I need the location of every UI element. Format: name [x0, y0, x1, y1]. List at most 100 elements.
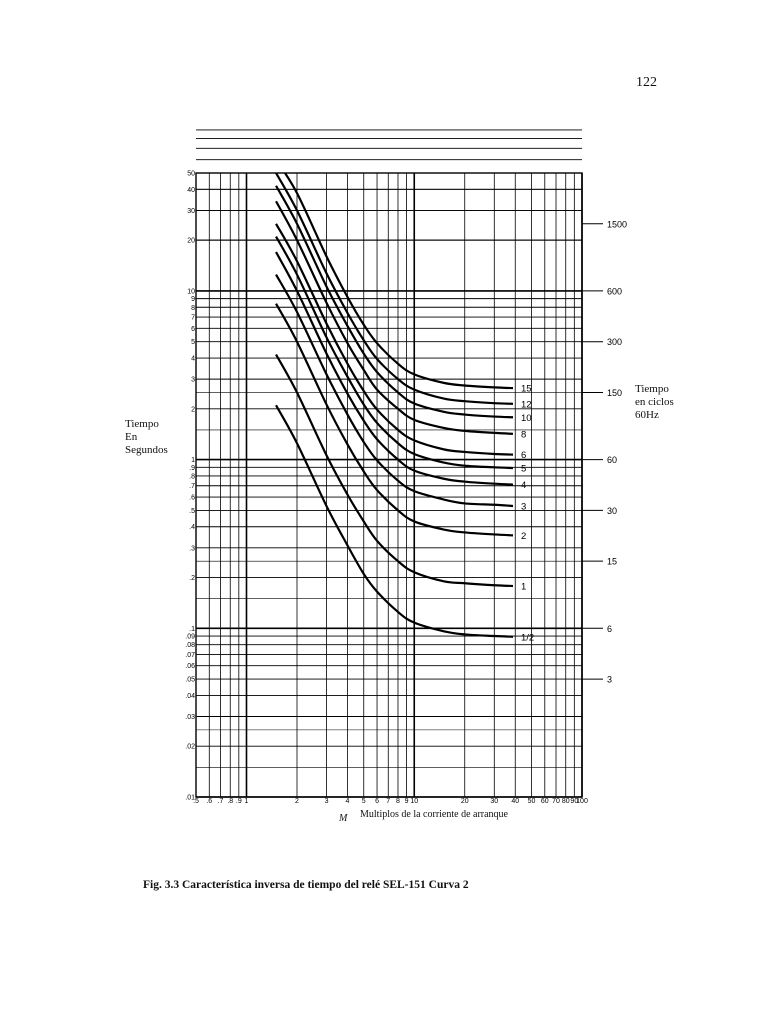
- curve-label: 1/2: [521, 632, 534, 643]
- figure-caption: Fig. 3.3 Característica inversa de tiemp…: [143, 879, 469, 891]
- x-tick-label: 3: [325, 798, 329, 805]
- x-tick-label: 80: [562, 798, 570, 805]
- secondary-tick-label: 6: [607, 624, 612, 634]
- y-tick-label: 50: [187, 171, 195, 178]
- y-tick-label: .5: [189, 508, 195, 515]
- x-tick-label: 20: [461, 798, 469, 805]
- y-tick-label: 7: [191, 315, 195, 322]
- y-tick-label: 30: [187, 208, 195, 215]
- curve-4: [275, 251, 513, 486]
- x-tick-label: 2: [295, 798, 299, 805]
- y-tick-label: .02: [185, 744, 195, 751]
- chart-frame: [195, 172, 583, 798]
- chart-grid: [195, 129, 583, 798]
- y-tick-labels: 50 40 30 20 109 8 7 6 5 4 3 2 1.9.8 .7 .6 .5 .4 .3 .2 .1.09…: [185, 171, 195, 802]
- y-tick-label: 10: [187, 288, 195, 295]
- curve-label: 5: [521, 464, 526, 475]
- curve-label: 8: [521, 429, 526, 440]
- curve-label: 3: [521, 502, 526, 513]
- y-tick-label: .3: [189, 545, 195, 552]
- curve-3: [275, 274, 513, 508]
- y-tick-label: .03: [185, 714, 195, 721]
- x-tick-label: 70: [552, 798, 560, 805]
- y-tick-label: .05: [185, 677, 195, 684]
- curve-label: 2: [521, 531, 526, 542]
- y-tick-label: .4: [189, 524, 195, 531]
- x-axis-symbol: M: [339, 813, 348, 824]
- y-tick-label: .8: [189, 473, 195, 480]
- secondary-y-axis-title: Tiempo en ciclos 60Hz: [635, 383, 674, 421]
- x-tick-label: 30: [490, 798, 498, 805]
- x-tick-label: 40: [511, 798, 519, 805]
- curve-10: [275, 185, 513, 419]
- x-tick-label: 8: [396, 798, 400, 805]
- secondary-tick-label: 3: [607, 675, 612, 685]
- y-axis-title: Tiempo En Segundos: [125, 418, 168, 456]
- curve-label: 10: [521, 413, 532, 424]
- secondary-tick-label: 150: [607, 388, 622, 398]
- curve-label: 4: [521, 480, 526, 491]
- curve-series: [275, 173, 513, 638]
- y-tick-label: .09: [185, 634, 195, 641]
- secondary-tick-label: 30: [607, 506, 617, 516]
- curve-1-2: [275, 404, 513, 638]
- x-tick-label: .8: [227, 798, 233, 805]
- curve-8: [275, 200, 513, 435]
- secondary-tick-label: 1500: [607, 219, 627, 229]
- y-tick-label: .1: [189, 626, 195, 633]
- x-tick-label: .5: [193, 798, 199, 805]
- curve-6: [275, 223, 513, 456]
- y-tick-label: 8: [191, 305, 195, 312]
- y-tick-label: .04: [185, 693, 195, 700]
- curve-label: 6: [521, 450, 526, 461]
- y-tick-label: .6: [189, 495, 195, 502]
- x-tick-label: 10: [410, 798, 418, 805]
- y-tick-label: 20: [187, 238, 195, 245]
- y-tick-label: .07: [185, 652, 195, 659]
- curve-2: [275, 303, 513, 537]
- page-number: 122: [636, 75, 657, 90]
- y-tick-label: 6: [191, 326, 195, 333]
- x-tick-label: 7: [386, 798, 390, 805]
- curve-15: [283, 173, 513, 390]
- curve-12: [275, 173, 513, 405]
- x-tick-label: .6: [206, 798, 212, 805]
- x-tick-label: 4: [346, 798, 350, 805]
- y-tick-label: 4: [191, 356, 195, 363]
- x-tick-label: 5: [362, 798, 366, 805]
- secondary-tick-label: 60: [607, 455, 617, 465]
- x-tick-label: .7: [218, 798, 224, 805]
- y-tick-label: 3: [191, 377, 195, 384]
- y-tick-label: 2: [191, 406, 195, 413]
- x-tick-label: 1: [245, 798, 249, 805]
- y-tick-label: 1: [191, 457, 195, 464]
- x-axis-title: Multiplos de la corriente de arranque: [360, 809, 508, 820]
- plot-border: [195, 172, 583, 798]
- secondary-axis: 1500 600 300 150 60 30 15 6 3: [582, 219, 627, 685]
- curve-label: 15: [521, 384, 532, 395]
- x-tick-label: 6: [375, 798, 379, 805]
- curve-label: 1: [521, 582, 526, 593]
- secondary-tick-label: 300: [607, 337, 622, 347]
- y-tick-label: .2: [189, 575, 195, 582]
- secondary-tick-label: 15: [607, 557, 617, 567]
- curve-5: [275, 236, 513, 470]
- x-tick-label: .9: [236, 798, 242, 805]
- y-tick-label: 40: [187, 187, 195, 194]
- y-tick-label: 5: [191, 339, 195, 346]
- secondary-tick-label: 600: [607, 286, 622, 296]
- y-tick-label: .9: [189, 465, 195, 472]
- x-tick-label: 50: [528, 798, 536, 805]
- x-tick-label: 100: [576, 798, 588, 805]
- y-tick-label: .7: [189, 483, 195, 490]
- y-tick-label: .08: [185, 642, 195, 649]
- x-tick-label: 9: [405, 798, 409, 805]
- curve-labels: 15 12 10 8 6 5 4 3 2 1 1/2: [521, 384, 534, 644]
- y-tick-label: .06: [185, 663, 195, 670]
- y-tick-label: 9: [191, 296, 195, 303]
- x-tick-label: 90: [570, 798, 578, 805]
- curve-1: [275, 353, 513, 588]
- y-tick-label: .01: [185, 795, 195, 802]
